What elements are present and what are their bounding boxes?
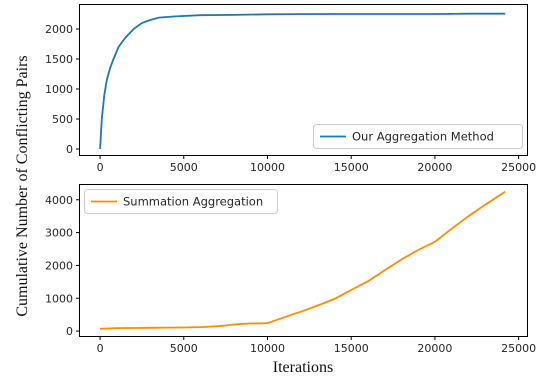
bottom-y-tick-label: 0 <box>66 325 73 338</box>
y-axis-label: Cumulative Number of Conflicting Pairs <box>14 55 31 316</box>
top-series-line <box>99 12 506 150</box>
bottom-x-tick-label: 5000 <box>170 342 198 355</box>
bottom-x-tick-label: 25000 <box>501 342 536 355</box>
top-y-tick-label: 1000 <box>45 83 73 96</box>
top-y-tick-label: 500 <box>52 113 73 126</box>
top-x-tick-label: 15000 <box>334 161 369 174</box>
bottom-ticks: 0 5000 10000 15000 20000 25000 0 1000 2000 3000 40… <box>45 194 536 355</box>
x-axis-label: Iterations <box>273 359 333 376</box>
bottom-y-tick-label: 2000 <box>45 259 73 272</box>
bottom-y-tick-label: 1000 <box>45 292 73 305</box>
top-x-tick-label: 5000 <box>170 161 198 174</box>
bottom-legend: Summation Aggregation <box>84 189 278 214</box>
top-y-tick-label: 0 <box>66 143 73 156</box>
top-y-tick-label: 2000 <box>45 23 73 36</box>
top-legend-box <box>313 124 523 149</box>
top-x-tick-label: 25000 <box>501 161 536 174</box>
top-ticks: 0 5000 10000 15000 20000 25000 0 500 1000 1500 200… <box>45 23 536 174</box>
bottom-x-tick-label: 15000 <box>334 342 369 355</box>
bottom-x-tick-label: 20000 <box>417 342 452 355</box>
top-x-tick-label: 20000 <box>417 161 452 174</box>
bottom-panel: 0 5000 10000 15000 20000 25000 0 1000 2000 3000 40… <box>45 184 536 355</box>
bottom-series-line <box>100 190 506 330</box>
bottom-y-tick-label: 4000 <box>45 194 73 207</box>
bottom-legend-label: Summation Aggregation <box>123 195 263 209</box>
top-panel: 0 5000 10000 15000 20000 25000 0 500 1000 1500 200… <box>45 4 536 174</box>
top-legend: Our Aggregation Method <box>313 124 523 149</box>
top-x-tick-label: 10000 <box>250 161 285 174</box>
bottom-x-tick-label: 10000 <box>250 342 285 355</box>
bottom-legend-box <box>84 189 278 214</box>
top-x-tick-label: 0 <box>97 161 104 174</box>
bottom-x-tick-label: 0 <box>97 342 104 355</box>
top-y-tick-label: 1500 <box>45 53 73 66</box>
bottom-y-tick-label: 3000 <box>45 227 73 240</box>
top-legend-label: Our Aggregation Method <box>352 130 494 144</box>
